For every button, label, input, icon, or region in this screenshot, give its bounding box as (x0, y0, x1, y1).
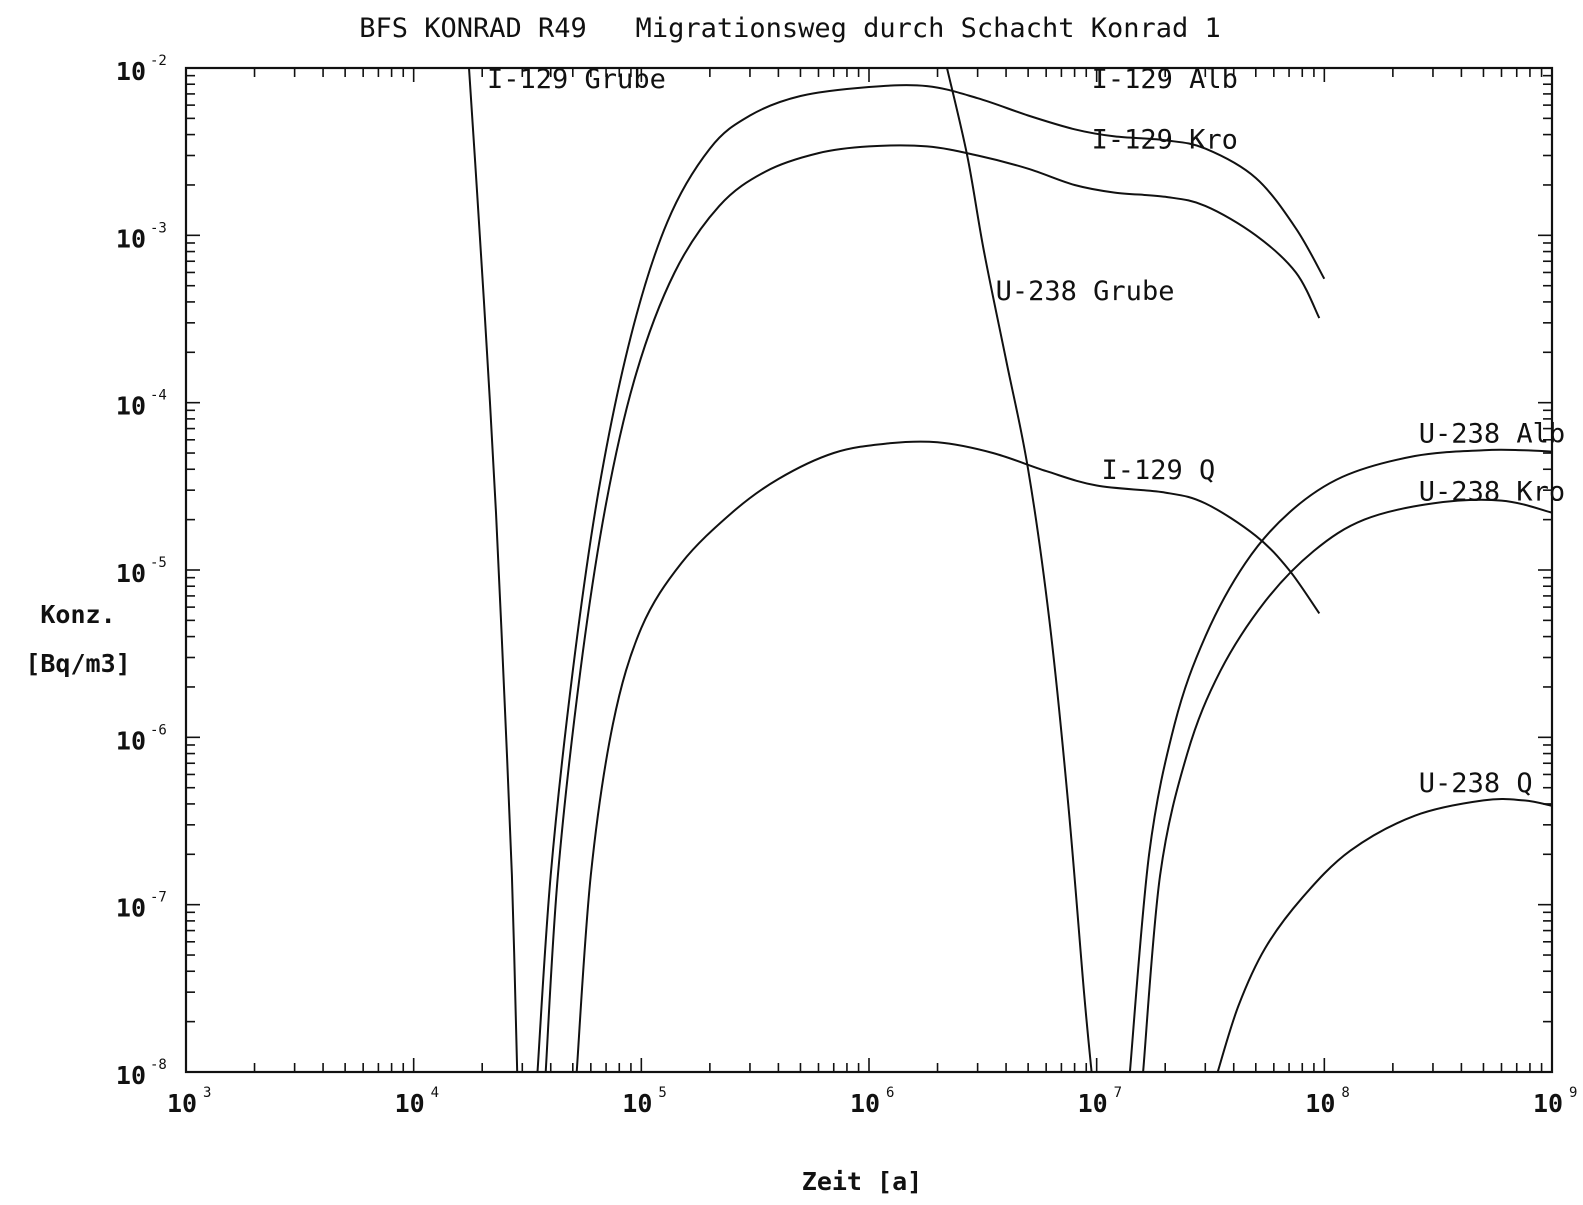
svg-text:-8: -8 (150, 1057, 167, 1073)
svg-text:-3: -3 (150, 220, 167, 236)
svg-text:10: 10 (850, 1089, 880, 1118)
y-tick-label: 10 -2 (116, 53, 167, 86)
curve-labels: I-129 Grube I-129 Alb I-129 Kro U-238 Grube… (487, 64, 1565, 799)
svg-text:-6: -6 (150, 722, 167, 738)
series-line-i-129-grube (468, 68, 519, 1072)
svg-text:5: 5 (658, 1085, 666, 1101)
x-tick-label: 10 8 (1305, 1085, 1349, 1118)
svg-text:10: 10 (116, 224, 146, 253)
svg-text:-2: -2 (150, 53, 167, 69)
y-axis-unit: [Bq/m3] (25, 649, 130, 678)
series-label-i-129-q: I-129 Q (1101, 455, 1215, 486)
svg-text:-4: -4 (150, 388, 167, 404)
x-tick-label: 10 5 (622, 1085, 666, 1118)
x-axis-label: Zeit [a] (802, 1167, 922, 1196)
y-tick-label: 10 -6 (116, 722, 167, 755)
series-line-u-238-grube (946, 68, 1093, 1072)
plot-frame (184, 66, 1554, 1074)
svg-text:10: 10 (622, 1089, 652, 1118)
series-line-i-129-kro (544, 144, 1321, 1072)
series-line-u-238-kro (1142, 498, 1552, 1072)
y-axis-label: Konz. (40, 600, 115, 629)
y-tick-label: 10 -5 (116, 555, 167, 588)
svg-text:4: 4 (431, 1085, 439, 1101)
tick-labels: 10 3 10 4 10 5 10 6 10 7 10 8 10 910 -210 -310 -410 -510-… (116, 53, 1578, 1118)
svg-text:3: 3 (203, 1085, 211, 1101)
series-label-i-129-grube: I-129 Grube (487, 64, 666, 95)
svg-text:9: 9 (1569, 1085, 1577, 1101)
series-label-i-129-alb: I-129 Alb (1092, 64, 1238, 95)
y-tick-label: 10 -4 (116, 388, 167, 421)
svg-text:10: 10 (395, 1089, 425, 1118)
series-label-u-238-grube: U-238 Grube (996, 276, 1175, 307)
x-tick-label: 10 9 (1533, 1085, 1577, 1118)
svg-text:10: 10 (116, 392, 146, 421)
svg-text:10: 10 (116, 726, 146, 755)
svg-text:10: 10 (167, 1089, 197, 1118)
y-tick-label: 10 -7 (116, 890, 167, 923)
svg-text:-5: -5 (150, 555, 167, 571)
x-tick-label: 10 7 (1078, 1085, 1122, 1118)
chart-title: BFS KONRAD R49 Migrationsweg durch Schac… (359, 13, 1221, 44)
series-line-u-238-alb (1128, 448, 1552, 1072)
x-tick-label: 10 6 (850, 1085, 894, 1118)
y-tick-label: 10 -8 (116, 1057, 167, 1090)
svg-text:10: 10 (116, 894, 146, 923)
svg-text:10: 10 (116, 57, 146, 86)
svg-text:6: 6 (886, 1085, 894, 1101)
series-label-u-238-alb: U-238 Alb (1419, 418, 1565, 449)
series-label-u-238-kro: U-238 Kro (1419, 477, 1565, 508)
svg-text:10: 10 (1305, 1089, 1335, 1118)
y-tick-label: 10 -3 (116, 220, 167, 253)
x-tick-label: 10 3 (167, 1085, 211, 1118)
series-label-i-129-kro: I-129 Kro (1092, 125, 1238, 156)
series-line-u-238-q (1216, 798, 1552, 1072)
svg-text:10: 10 (1533, 1089, 1563, 1118)
svg-text:10: 10 (116, 559, 146, 588)
x-tick-label: 10 4 (395, 1085, 439, 1118)
svg-text:7: 7 (1114, 1085, 1122, 1101)
svg-text:10: 10 (116, 1061, 146, 1090)
series-label-u-238-q: U-238 Q (1419, 768, 1533, 799)
svg-text:8: 8 (1341, 1085, 1349, 1101)
series-line-i-129-alb (536, 84, 1326, 1072)
svg-text:10: 10 (1078, 1089, 1108, 1118)
data-curves (468, 68, 1552, 1072)
axis-ticks (185, 68, 1552, 1073)
series-line-i-129-q (575, 440, 1321, 1072)
svg-text:-7: -7 (150, 890, 167, 906)
